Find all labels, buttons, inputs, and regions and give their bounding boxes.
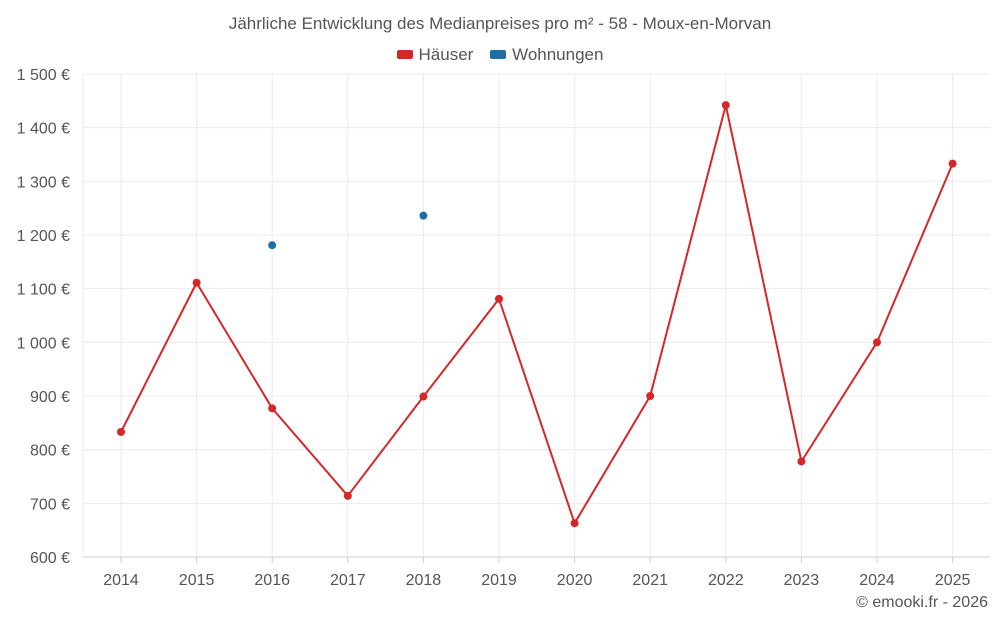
data-point-haeuser	[117, 427, 125, 436]
legend-label-haeuser: Häuser	[418, 44, 474, 64]
data-point-wohnungen	[268, 241, 277, 250]
x-tick-label: 2022	[708, 572, 744, 589]
x-tick-label: 2020	[557, 572, 593, 589]
legend-swatch-haeuser	[396, 50, 413, 59]
data-point-haeuser	[419, 392, 428, 401]
data-point-haeuser	[268, 404, 277, 413]
data-point-haeuser	[343, 491, 352, 500]
legend-item-haeuser[interactable]: Häuser	[396, 44, 474, 65]
data-point-haeuser	[721, 101, 730, 110]
data-point-haeuser	[570, 519, 579, 528]
y-tick-label: 700 €	[30, 496, 70, 513]
series-line-haeuser	[120, 104, 954, 525]
legend-item-wohnungen[interactable]: Wohnungen	[490, 45, 603, 65]
data-point-haeuser	[646, 392, 655, 400]
x-tick-label: 2021	[632, 572, 668, 589]
data-point-haeuser	[495, 294, 503, 303]
copyright-text: © emooki.fr - 2026	[856, 594, 988, 611]
y-tick-label: 1 400 €	[17, 121, 70, 138]
data-point-haeuser	[873, 338, 881, 347]
y-tick-label: 600 €	[30, 550, 70, 567]
x-tick-label: 2024	[859, 572, 895, 589]
x-tick-label: 2014	[103, 572, 139, 589]
y-tick-label: 1 100 €	[17, 282, 70, 299]
x-tick-label: 2016	[254, 572, 290, 589]
x-tick-label: 2018	[406, 572, 442, 589]
data-point-wohnungen	[419, 211, 428, 220]
data-point-haeuser	[192, 278, 201, 287]
x-tick-label: 2025	[935, 572, 971, 589]
x-tick-label: 2019	[481, 572, 517, 589]
legend-swatch-wohnungen	[490, 50, 507, 59]
data-point-haeuser	[948, 159, 957, 168]
legend: Häuser Wohnungen	[0, 44, 1000, 65]
x-tick-label: 2023	[784, 572, 820, 589]
y-tick-label: 1 300 €	[17, 174, 70, 191]
y-tick-label: 900 €	[30, 389, 70, 406]
y-tick-label: 1 200 €	[17, 228, 70, 245]
data-point-haeuser	[797, 457, 806, 466]
y-tick-label: 1 500 €	[17, 67, 70, 84]
legend-label-wohnungen: Wohnungen	[512, 44, 604, 64]
y-tick-label: 800 €	[30, 443, 70, 460]
chart-title: Jährliche Entwicklung des Medianpreises …	[228, 14, 772, 33]
y-tick-label: 1 000 €	[17, 335, 70, 352]
x-tick-label: 2017	[330, 572, 366, 589]
x-tick-label: 2015	[179, 572, 215, 589]
